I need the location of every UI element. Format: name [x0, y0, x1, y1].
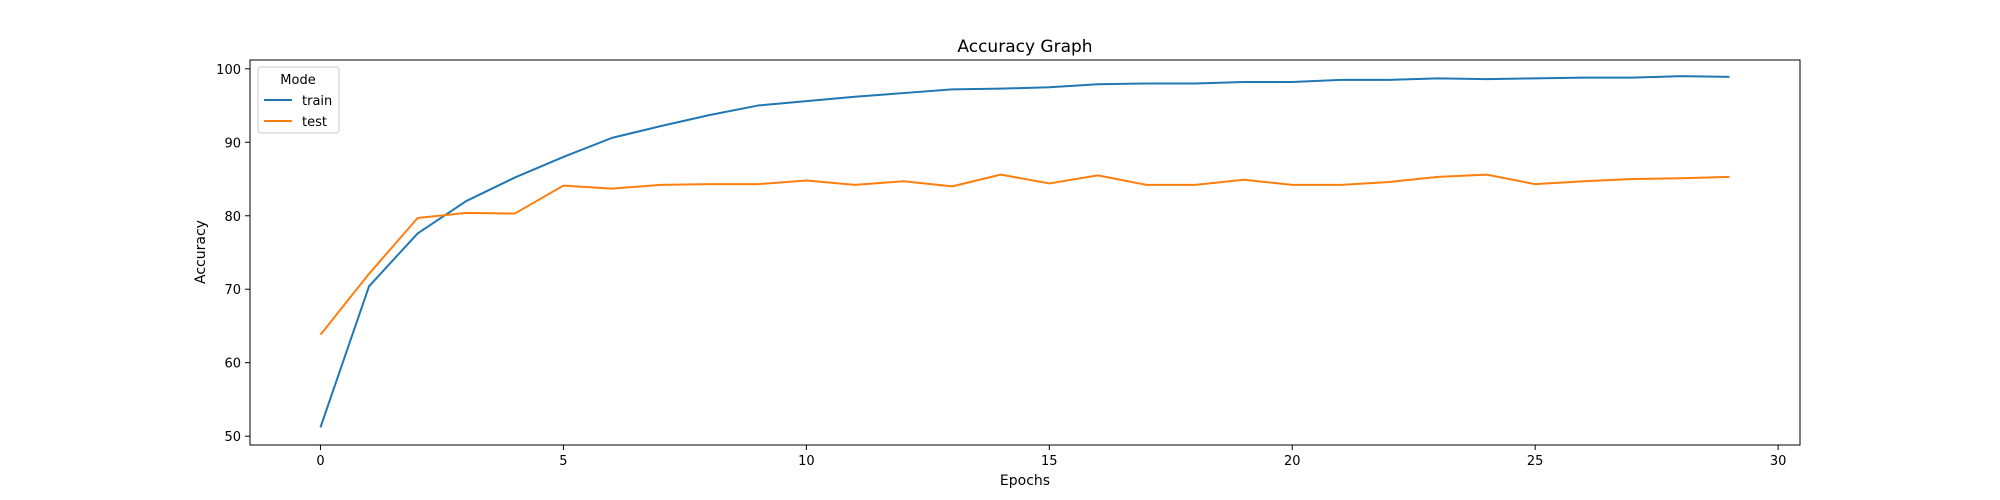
legend-label-test: test: [302, 115, 327, 130]
legend-box: [257, 66, 340, 134]
y-axis-label: Accuracy: [193, 220, 209, 284]
y-tick-label: 90: [224, 136, 241, 151]
x-tick-label: 0: [316, 454, 324, 469]
x-tick-label: 20: [1284, 454, 1301, 469]
x-tick-label: 30: [1770, 454, 1787, 469]
y-tick-label: 50: [224, 430, 241, 445]
x-tick-label: 15: [1041, 454, 1058, 469]
legend-entries: train test: [264, 94, 332, 130]
x-tick-label: 5: [559, 454, 567, 469]
legend: Mode train test: [257, 66, 340, 134]
series-line-test: [319, 173, 1730, 336]
y-tick-label: 60: [224, 357, 241, 372]
x-axis-ticks: 0 5 10 15 20 25 30: [316, 445, 1786, 469]
x-axis-label: Epochs: [1000, 473, 1050, 489]
plot-frame: [249, 59, 1801, 446]
y-axis-ticks: 50 60 70 80 90 100: [216, 63, 250, 445]
series-line-train: [319, 75, 1730, 428]
chart-title: Accuracy Graph: [957, 37, 1092, 57]
plot-background: [250, 60, 1800, 445]
legend-title: Mode: [280, 73, 315, 88]
y-tick-label: 80: [224, 210, 241, 225]
plot-area: [249, 59, 1801, 446]
series-layer: [319, 75, 1730, 428]
y-tick-label: 70: [224, 283, 241, 298]
x-tick-label: 10: [798, 454, 815, 469]
x-tick-label: 25: [1527, 454, 1544, 469]
y-tick-label: 100: [216, 63, 241, 78]
legend-label-train: train: [302, 94, 332, 109]
